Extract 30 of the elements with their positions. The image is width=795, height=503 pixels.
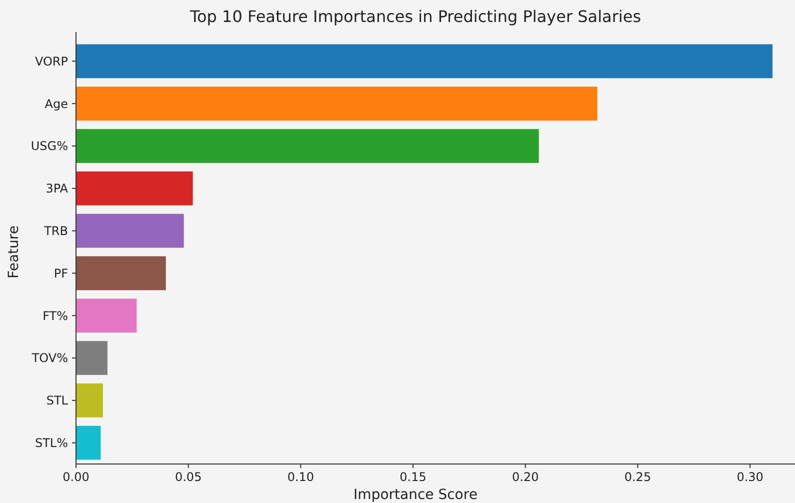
- bar: [76, 383, 103, 418]
- bar: [76, 426, 101, 460]
- y-tick-label: TRB: [43, 224, 68, 238]
- chart-title: Top 10 Feature Importances in Predicting Player Salaries: [188, 7, 642, 26]
- x-axis-title: Importance Score: [354, 487, 478, 503]
- bar: [76, 256, 166, 290]
- x-tick-label: 0.05: [174, 470, 202, 484]
- x-tick-label: 0.00: [62, 470, 90, 484]
- bar: [76, 86, 598, 121]
- y-tick-label: PF: [54, 266, 68, 280]
- y-tick-label: Age: [44, 96, 68, 111]
- x-tick-label: 0.25: [624, 470, 652, 484]
- bar: [76, 129, 539, 163]
- bar: [76, 341, 108, 375]
- y-tick-label: STL%: [34, 436, 68, 450]
- y-tick-label: TOV%: [30, 351, 68, 366]
- x-tick-label: 0.20: [512, 470, 539, 484]
- bar: [76, 298, 137, 333]
- x-tick-label: 0.15: [400, 470, 426, 484]
- y-tick-label: 3PA: [46, 182, 69, 196]
- y-axis-title: Feature: [6, 226, 22, 278]
- x-tick-label: 0.30: [736, 470, 764, 484]
- bar: [76, 171, 193, 206]
- y-tick-label: VORP: [34, 54, 68, 68]
- y-tick-label: USG%: [30, 139, 68, 154]
- y-tick-label: FT%: [42, 308, 68, 323]
- y-tick-label: STL: [46, 394, 68, 408]
- x-tick-label: 0.10: [287, 470, 314, 484]
- bar: [76, 44, 773, 78]
- bar: [76, 214, 184, 248]
